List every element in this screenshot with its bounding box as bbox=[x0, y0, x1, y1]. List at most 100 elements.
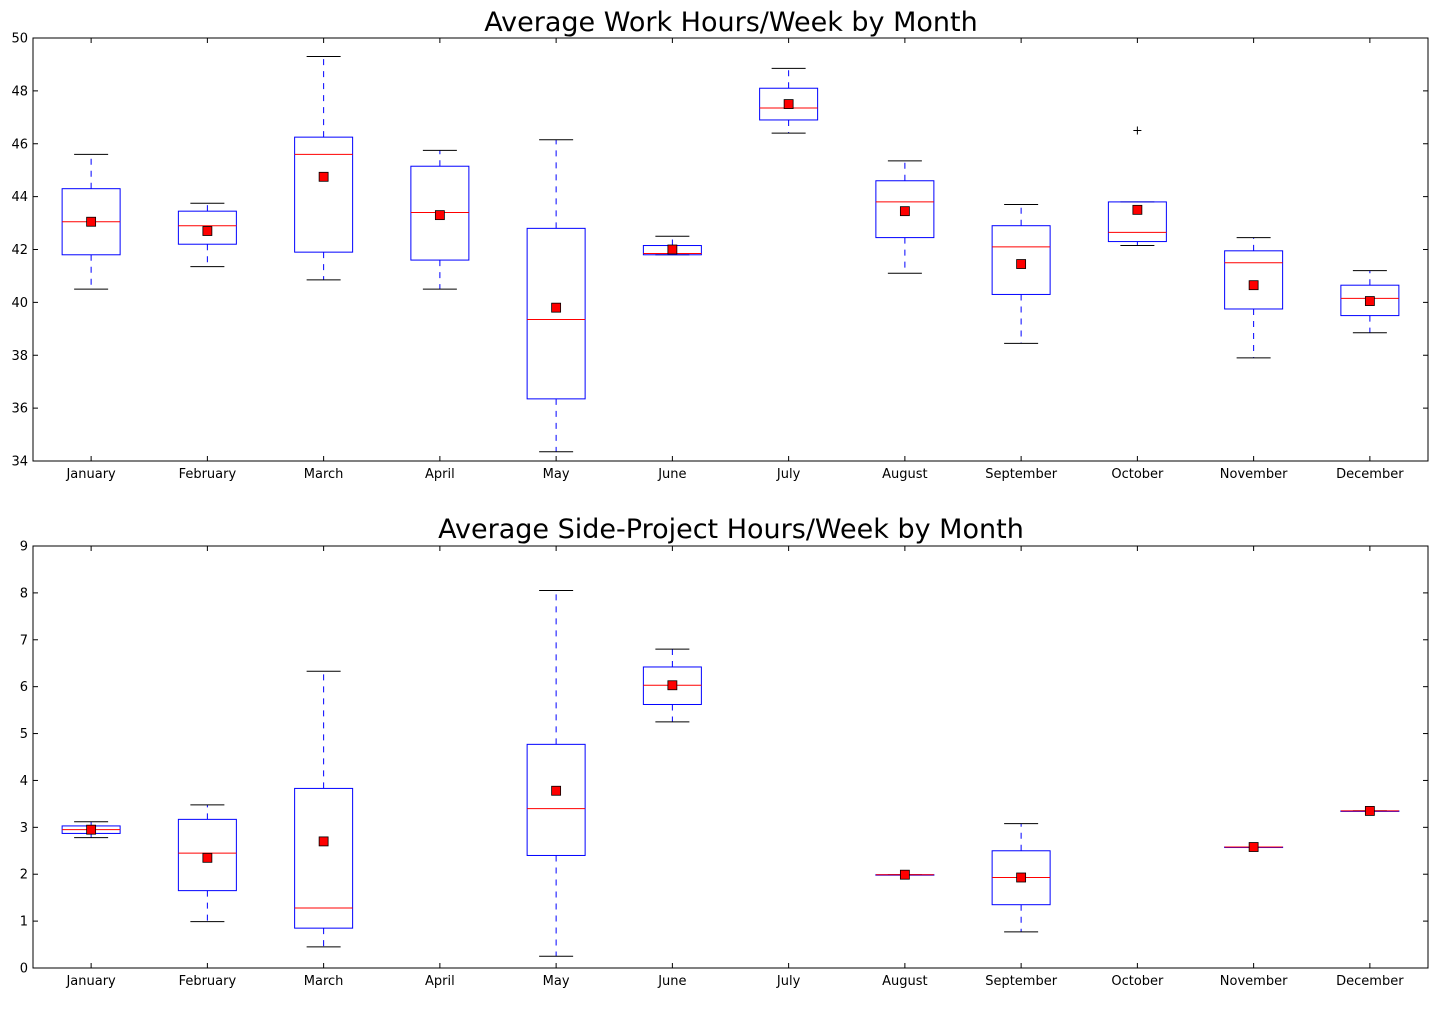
x-tick-label: February bbox=[179, 974, 237, 989]
side-project-hours-title: Average Side-Project Hours/Week by Month bbox=[438, 514, 1024, 545]
plot-area-frame bbox=[32, 545, 1429, 969]
iqr-box bbox=[294, 136, 354, 253]
x-tick-label: October bbox=[1111, 974, 1164, 989]
x-tick-label: February bbox=[179, 467, 237, 482]
y-tick-label: 44 bbox=[11, 190, 28, 205]
x-tick-label: August bbox=[882, 467, 928, 482]
mean-marker bbox=[783, 99, 794, 109]
box-december bbox=[1340, 806, 1400, 816]
mean-marker bbox=[202, 852, 213, 863]
mean-marker bbox=[86, 824, 97, 835]
iqr-box bbox=[410, 165, 470, 261]
x-tick-label: March bbox=[304, 974, 344, 989]
mean-marker bbox=[551, 302, 562, 313]
mean-marker bbox=[202, 226, 213, 236]
mean-marker bbox=[1132, 204, 1143, 215]
iqr-box bbox=[1224, 250, 1284, 310]
iqr-box bbox=[177, 818, 237, 892]
box-march bbox=[294, 56, 354, 281]
x-tick-label: December bbox=[1336, 974, 1404, 989]
box-april bbox=[410, 149, 470, 290]
box-may bbox=[526, 590, 586, 957]
mean-marker bbox=[86, 216, 97, 227]
y-tick-label: 46 bbox=[11, 137, 28, 152]
plot-area-frame bbox=[32, 37, 1429, 462]
mean-marker bbox=[667, 680, 678, 691]
mean-marker bbox=[318, 836, 329, 847]
box-june bbox=[642, 648, 702, 723]
x-tick-label: April bbox=[425, 974, 455, 989]
mean-marker bbox=[318, 171, 329, 182]
x-tick-label: January bbox=[65, 974, 116, 989]
mean-marker bbox=[1248, 842, 1259, 852]
x-tick-label: November bbox=[1220, 974, 1288, 989]
y-tick-label: 8 bbox=[20, 586, 28, 601]
mean-marker bbox=[1016, 259, 1027, 269]
iqr-box bbox=[1340, 284, 1400, 317]
iqr-box bbox=[759, 87, 819, 121]
y-tick-label: 9 bbox=[20, 540, 28, 555]
y-tick-label: 5 bbox=[20, 727, 28, 742]
x-tick-label: September bbox=[985, 974, 1058, 989]
box-september bbox=[991, 823, 1051, 933]
iqr-box bbox=[875, 180, 935, 239]
iqr-box bbox=[177, 210, 237, 245]
box-january bbox=[61, 153, 121, 290]
mean-marker bbox=[899, 206, 910, 217]
box-march bbox=[294, 670, 354, 948]
box-january bbox=[61, 821, 121, 839]
box-august bbox=[875, 160, 935, 274]
y-tick-label: 7 bbox=[20, 633, 28, 648]
box-february bbox=[177, 804, 237, 923]
y-tick-label: 42 bbox=[11, 243, 28, 258]
iqr-box bbox=[526, 743, 586, 856]
y-tick-label: 40 bbox=[11, 296, 28, 311]
box-september bbox=[991, 204, 1051, 344]
iqr-box bbox=[1107, 201, 1167, 243]
box-november bbox=[1224, 842, 1284, 852]
mean-marker bbox=[1248, 280, 1259, 291]
box-may bbox=[526, 139, 586, 453]
x-tick-label: April bbox=[425, 467, 455, 482]
x-tick-label: December bbox=[1336, 467, 1404, 482]
x-tick-label: June bbox=[657, 974, 686, 989]
iqr-box bbox=[991, 225, 1051, 295]
mean-marker bbox=[1364, 806, 1375, 816]
box-october bbox=[1107, 126, 1167, 247]
y-tick-label: 48 bbox=[11, 84, 28, 99]
y-tick-label: 6 bbox=[20, 680, 28, 695]
box-december bbox=[1340, 270, 1400, 334]
box-july bbox=[759, 67, 819, 134]
work-hours-boxplot: Average Work Hours/Week by Month 34 36 38 4… bbox=[11, 7, 1429, 482]
mean-marker bbox=[1364, 296, 1375, 306]
mean-marker bbox=[1016, 872, 1027, 883]
x-tick-label: October bbox=[1111, 467, 1164, 482]
y-tick-label: 1 bbox=[20, 915, 28, 930]
mean-marker bbox=[434, 210, 445, 221]
box-november bbox=[1224, 237, 1284, 359]
box-february bbox=[177, 202, 237, 268]
x-tick-label: September bbox=[985, 467, 1058, 482]
x-tick-label: June bbox=[657, 467, 686, 482]
x-tick-label: November bbox=[1220, 467, 1288, 482]
y-tick-label: 2 bbox=[20, 868, 28, 883]
y-tick-label: 0 bbox=[20, 962, 28, 977]
x-tick-label: May bbox=[543, 467, 570, 482]
x-tick-label: July bbox=[776, 467, 801, 482]
mean-marker bbox=[899, 869, 910, 880]
side-project-hours-boxplot: Average Side-Project Hours/Week by Month… bbox=[20, 514, 1429, 989]
box-june bbox=[642, 235, 702, 256]
x-tick-label: August bbox=[882, 974, 928, 989]
y-tick-label: 38 bbox=[11, 349, 28, 364]
outlier-point bbox=[1133, 126, 1142, 135]
work-hours-title: Average Work Hours/Week by Month bbox=[484, 7, 978, 38]
x-tick-label: May bbox=[543, 974, 570, 989]
y-tick-label: 3 bbox=[20, 821, 28, 836]
y-tick-label: 4 bbox=[20, 774, 28, 789]
x-tick-label: January bbox=[65, 467, 116, 482]
x-tick-label: July bbox=[776, 974, 801, 989]
mean-marker bbox=[667, 244, 678, 255]
box-august bbox=[875, 869, 935, 880]
y-tick-label: 36 bbox=[11, 402, 28, 417]
